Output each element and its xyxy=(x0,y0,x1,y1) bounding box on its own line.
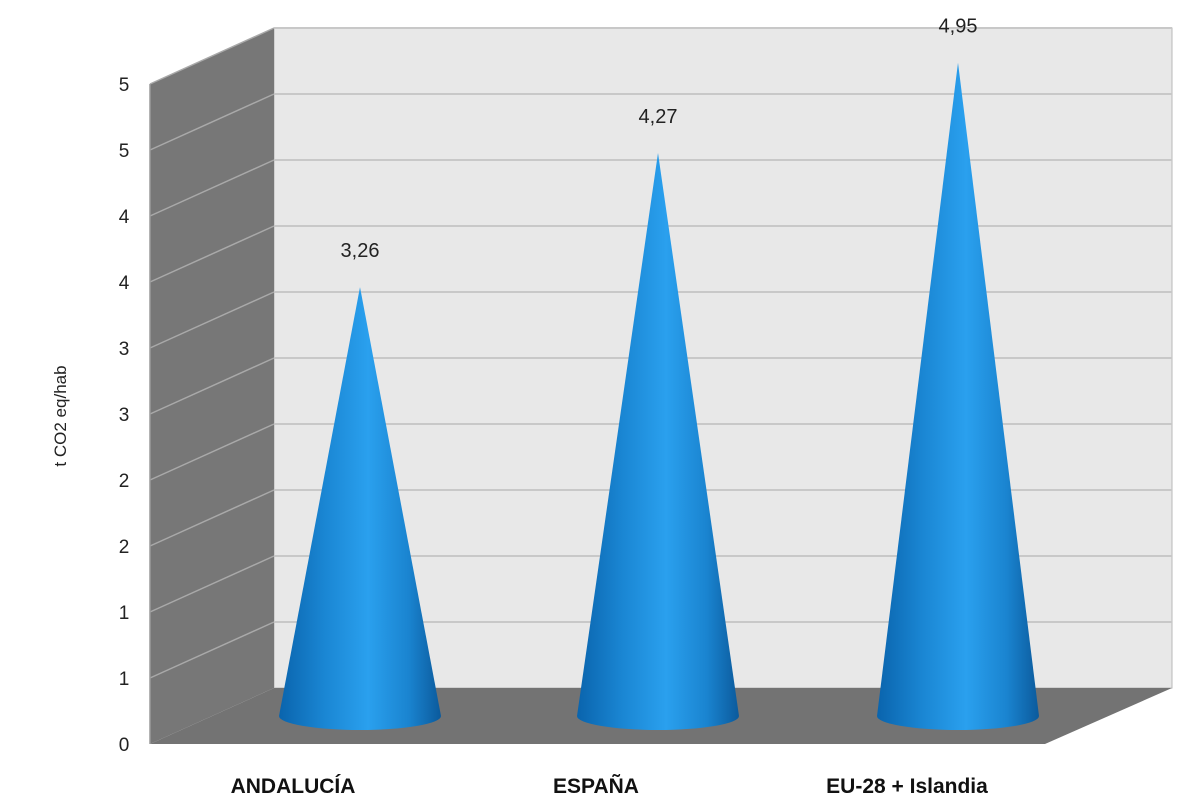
cone-bar xyxy=(877,62,1039,730)
side-gridline xyxy=(149,159,275,217)
side-gridline xyxy=(149,489,275,547)
cone-body xyxy=(877,62,1039,730)
side-gridline xyxy=(149,225,275,283)
y-axis-ticks: 0 1 1 2 2 3 3 4 4 5 5 xyxy=(119,75,130,756)
cone-body xyxy=(577,152,739,731)
y-tick-label: 0 xyxy=(119,735,130,756)
side-gridline xyxy=(149,555,275,613)
side-gridline xyxy=(149,423,275,481)
side-gridline xyxy=(149,27,275,85)
x-tick-label: EU-28 + Islandia xyxy=(826,775,988,798)
y-tick-label: 3 xyxy=(119,405,130,426)
y-tick-label: 5 xyxy=(119,75,130,96)
cone-bar xyxy=(577,152,739,731)
side-gridline xyxy=(149,357,275,415)
cone-body xyxy=(279,287,441,730)
value-labels: 3,26 4,27 4,95 xyxy=(341,16,978,262)
cone-bars xyxy=(279,62,1039,731)
value-label: 3,26 xyxy=(341,240,380,262)
side-gridline xyxy=(149,291,275,349)
y-tick-label: 3 xyxy=(119,339,130,360)
y-tick-label: 4 xyxy=(119,207,130,228)
side-gridline xyxy=(149,93,275,151)
x-axis-ticks: ANDALUCÍA ESPAÑA EU-28 + Islandia xyxy=(231,775,989,798)
y-tick-label: 5 xyxy=(119,141,130,162)
y-tick-label: 2 xyxy=(119,537,130,558)
cone-bar xyxy=(279,287,441,730)
x-tick-label: ANDALUCÍA xyxy=(231,775,356,798)
y-tick-label: 2 xyxy=(119,471,130,492)
y-axis-label: t CO2 eq/hab xyxy=(51,365,70,466)
y-tick-label: 1 xyxy=(119,669,130,690)
y-tick-label: 4 xyxy=(119,273,130,294)
value-label: 4,27 xyxy=(639,106,678,128)
gridlines xyxy=(149,27,1172,744)
side-gridline xyxy=(149,621,275,679)
x-tick-label: ESPAÑA xyxy=(553,775,639,798)
y-tick-label: 1 xyxy=(119,603,130,624)
value-label: 4,95 xyxy=(939,16,978,38)
